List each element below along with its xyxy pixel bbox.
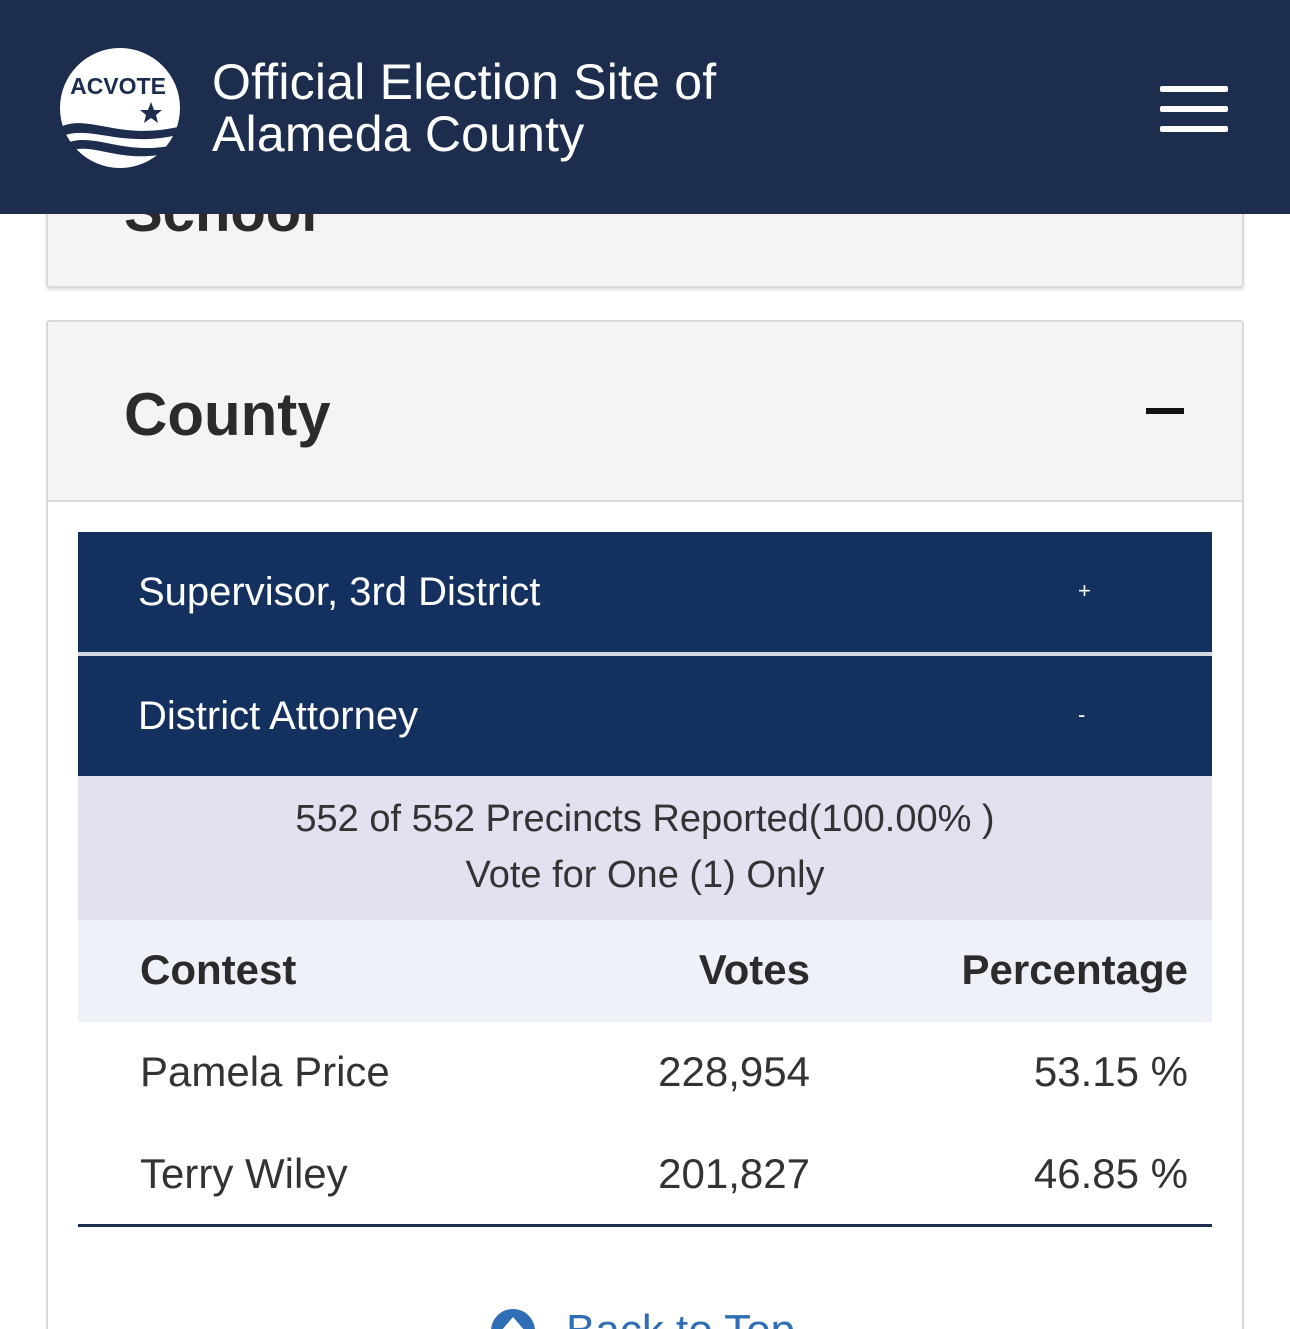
candidate-votes: 228,954 — [658, 1048, 810, 1095]
collapse-icon[interactable]: - — [1078, 702, 1086, 727]
table-row: Terry Wiley 201,827 46.85 % — [78, 1124, 1212, 1226]
table-row: Pamela Price 228,954 53.15 % — [78, 1022, 1212, 1124]
candidate-name: Pamela Price — [140, 1048, 390, 1095]
column-header-percentage: Percentage — [961, 946, 1188, 993]
contest-district-attorney[interactable]: District Attorney - — [78, 656, 1212, 776]
candidate-percentage: 46.85 % — [1033, 1150, 1188, 1197]
site-header: ACVOTE Official Election Site of Alameda… — [0, 0, 1290, 214]
candidate-name: Terry Wiley — [140, 1150, 348, 1197]
vote-for-text: Vote for One (1) Only — [465, 854, 825, 896]
results-table-header: Contest Votes Percentage — [78, 920, 1212, 1022]
table-bottom-rule — [78, 1224, 1212, 1227]
site-title-line2: Alameda County — [212, 106, 585, 162]
contest-divider — [78, 652, 1212, 656]
arrow-up-circle-icon — [491, 1309, 535, 1329]
precincts-reported-banner: 552 of 552 Precincts Reported(100.00% ) … — [78, 776, 1212, 920]
contest-supervisor-3rd-district[interactable]: Supervisor, 3rd District + — [78, 532, 1212, 652]
contest-label: District Attorney — [138, 694, 419, 738]
logo-text: ACVOTE — [70, 73, 166, 99]
expand-icon[interactable]: + — [1078, 578, 1091, 603]
candidate-votes: 201,827 — [658, 1150, 810, 1197]
county-heading: County — [124, 381, 331, 448]
column-header-votes: Votes — [698, 946, 810, 993]
acvote-logo[interactable]: ACVOTE — [58, 46, 182, 170]
menu-icon[interactable] — [1160, 86, 1228, 132]
precincts-reported-text: 552 of 552 Precincts Reported(100.00% ) — [295, 798, 995, 840]
column-header-contest: Contest — [140, 946, 297, 993]
contest-label: Supervisor, 3rd District — [138, 570, 541, 614]
site-title[interactable]: Official Election Site of Alameda County — [212, 56, 716, 160]
county-section-header[interactable]: County — [48, 322, 1242, 502]
back-to-top-label: Back to Top — [566, 1306, 795, 1329]
county-section: County Supervisor, 3rd District + Distri… — [46, 320, 1244, 1329]
minus-icon[interactable] — [1146, 408, 1184, 414]
site-title-line1: Official Election Site of — [212, 54, 717, 110]
candidate-percentage: 53.15 % — [1033, 1048, 1188, 1095]
